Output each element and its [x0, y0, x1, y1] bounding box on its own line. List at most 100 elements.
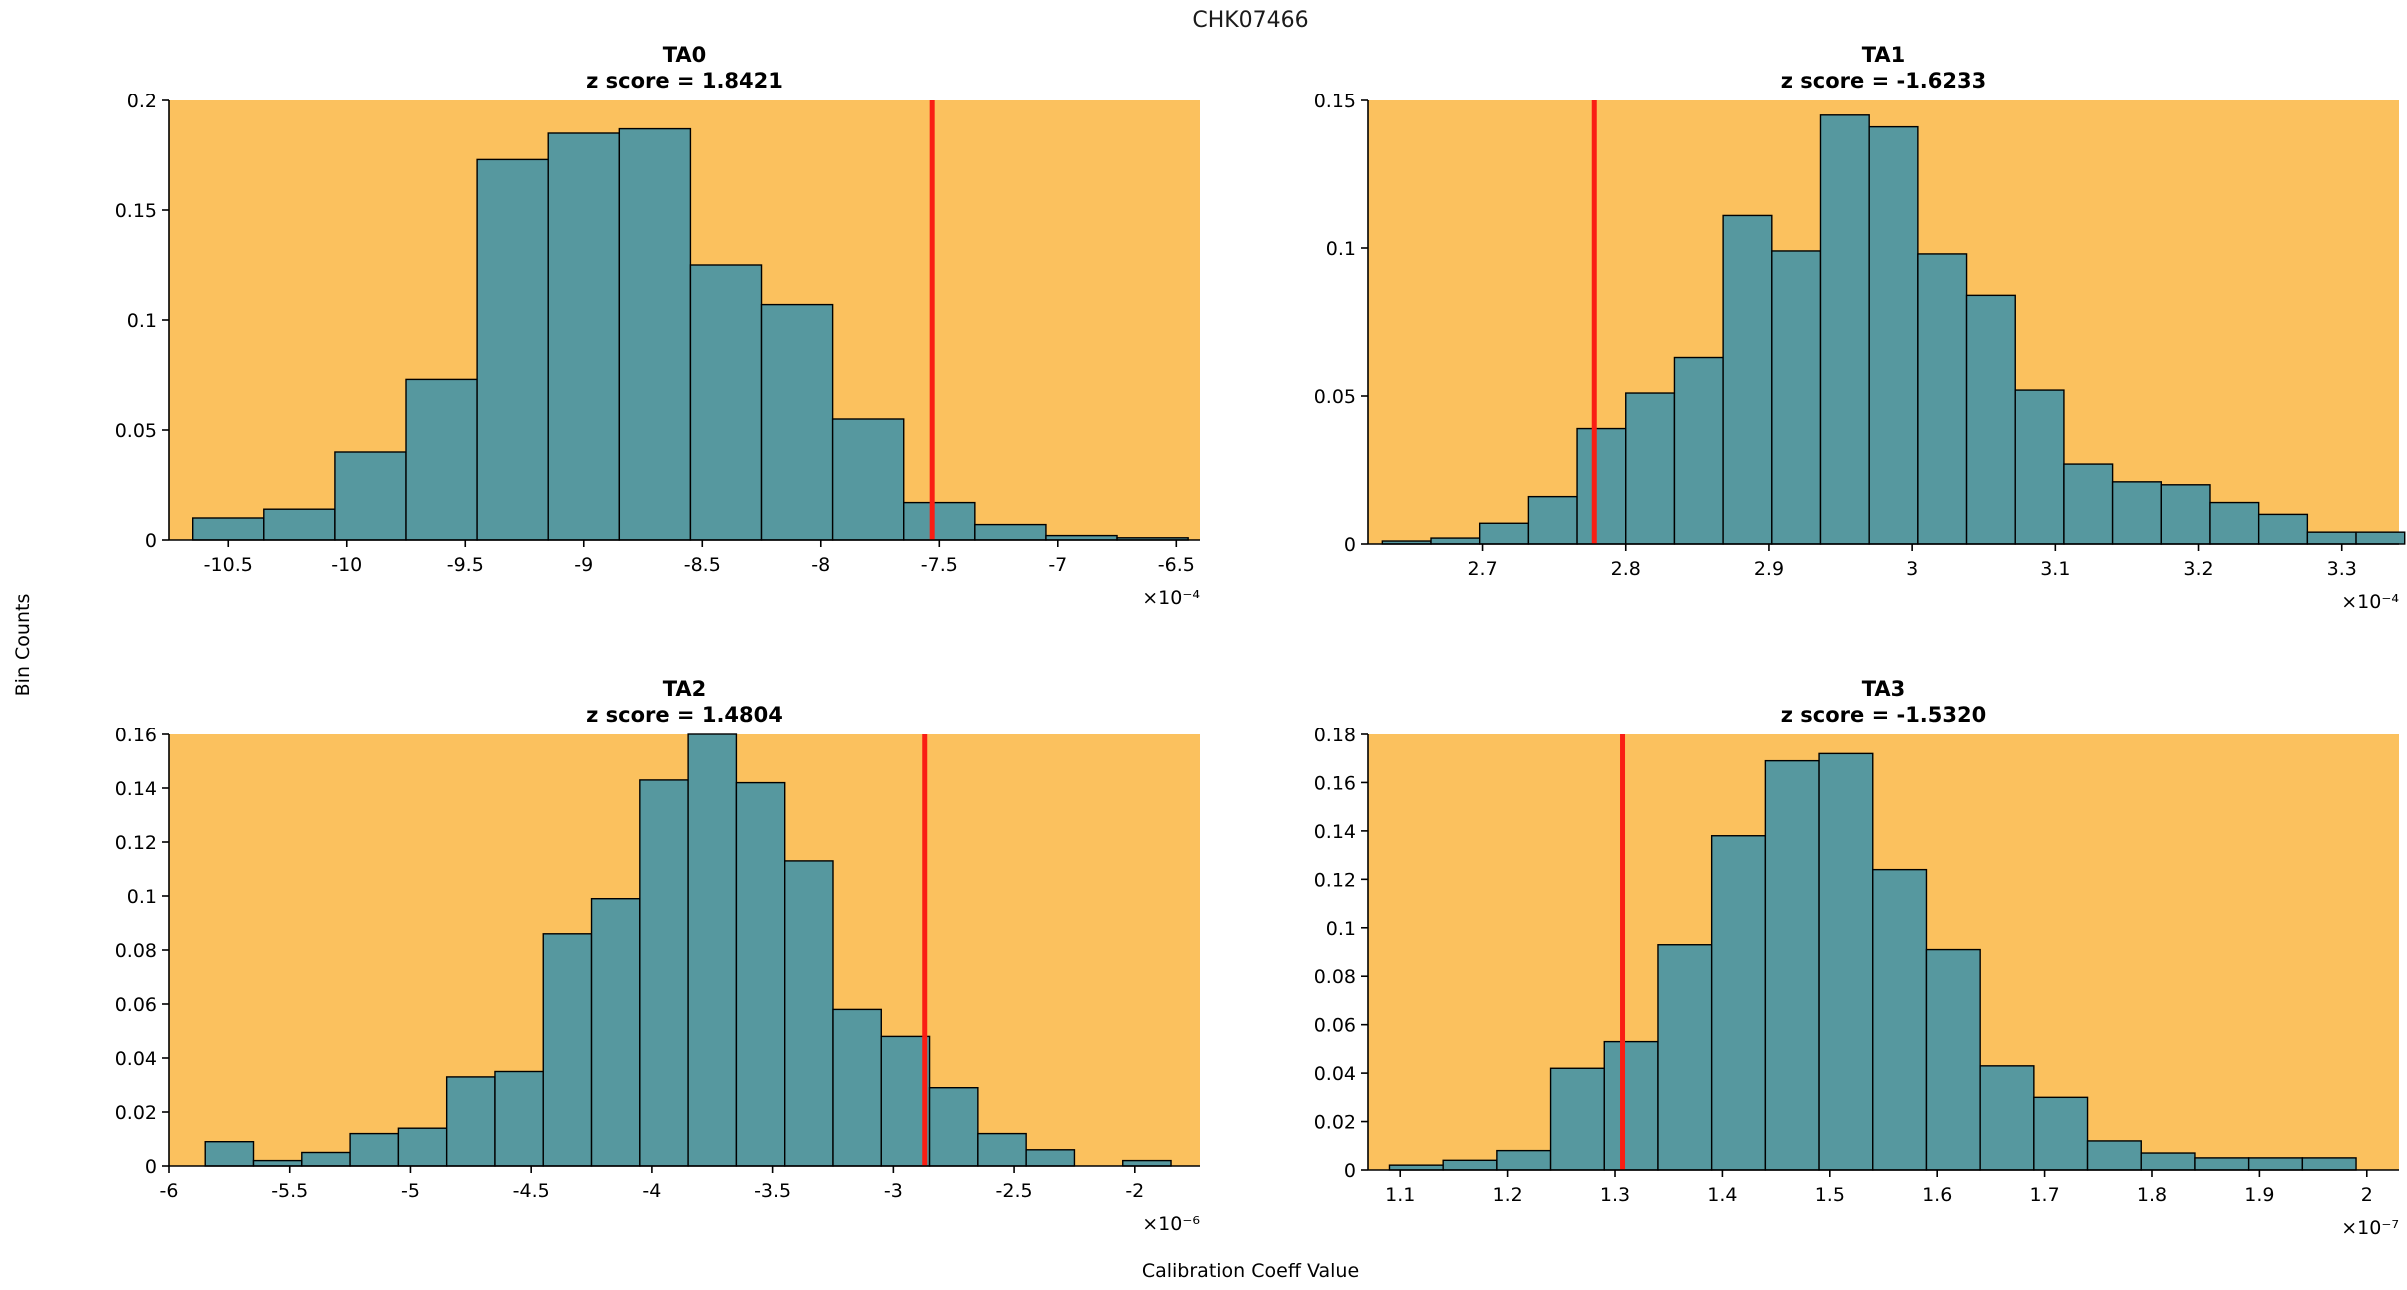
y-tick-label: 0.14: [115, 778, 157, 800]
histogram-bar: [204, 1141, 255, 1167]
y-tick-label: 0.08: [115, 940, 157, 962]
y-tick-label: 0.06: [1314, 1015, 1356, 1037]
x-tick-label: -3: [884, 1180, 903, 1202]
histogram-bar: [2063, 463, 2114, 545]
x-tick-label: -2: [1125, 1180, 1144, 1202]
histogram-bar: [2306, 531, 2357, 545]
histogram-bar: [1430, 537, 1481, 545]
subplot-grid: TA0 z score = 1.8421 -10.5 -10 -9.5 -9 -8.5-…: [94, 42, 2407, 1258]
histogram-plot-ta0: -10.5 -10 -9.5 -9 -8.5 -8 -7.5 -7 -6.5 0 0.05 0.1 0.…: [94, 90, 1208, 640]
y-tick-label: 0: [1344, 1160, 1356, 1182]
subplot-ta2: TA2 z score = 1.4804 -6 -5.5 -5 -4.5 -4 -3.5-…: [94, 676, 1208, 1266]
histogram-bar: [1872, 868, 1928, 1171]
histogram-bar: [1819, 114, 1870, 545]
y-tick-label: 0.15: [1314, 94, 1356, 112]
y-tick-label: 0.12: [115, 832, 157, 854]
histogram-bar: [977, 1132, 1027, 1167]
y-tick-label: 0.12: [1314, 869, 1356, 891]
histogram-plot-ta1: 2.7 2.8 2.9 3 3.1 3.2 3.3 0 0.05 0.1 0.15 ×10⁻⁴: [1293, 90, 2407, 640]
histogram-bar: [590, 897, 641, 1167]
y-tick-label: 0.16: [1314, 772, 1356, 794]
x-tick-label: -10: [331, 554, 362, 576]
histogram-bar: [2086, 1140, 2142, 1171]
histogram-bar: [618, 127, 692, 541]
x-tick-label: -5.5: [271, 1180, 308, 1202]
x-tick-label: 1.6: [1922, 1184, 1952, 1206]
x-tick-label: 1.4: [1707, 1184, 1737, 1206]
histogram-bar: [1122, 1159, 1172, 1167]
y-tick-label: 0.1: [1326, 918, 1356, 940]
histogram-bar: [832, 1008, 882, 1167]
histogram-bar: [1496, 1149, 1552, 1171]
histogram-bar: [2257, 513, 2309, 545]
histogram-bar: [1764, 759, 1820, 1171]
x-axis-offset-label: ×10⁻⁴: [2341, 591, 2399, 613]
x-tick-label: -7.5: [921, 554, 958, 576]
y-tick-label: 0: [145, 530, 157, 552]
histogram-bar: [1771, 250, 1822, 545]
x-tick-label: 1.5: [1815, 1184, 1845, 1206]
y-tick-label: 0.2: [127, 94, 157, 112]
x-axis-label: Calibration Coeff Value: [1141, 1260, 1360, 1282]
histogram-bar: [1603, 1040, 1659, 1171]
x-tick-label: 1.8: [2137, 1184, 2167, 1206]
histogram-bar: [349, 1132, 400, 1167]
histogram-bar: [2355, 531, 2406, 545]
y-tick-label: 0.04: [1314, 1063, 1356, 1085]
histogram-bar: [1625, 392, 1676, 545]
x-tick-label: -6.5: [1158, 554, 1195, 576]
histogram-bar: [1025, 1149, 1076, 1167]
histogram-bar: [2014, 389, 2065, 545]
histogram-bar: [880, 1035, 931, 1167]
histogram-bar: [1710, 835, 1767, 1171]
x-tick-label: -2.5: [996, 1180, 1033, 1202]
x-axis-offset-label: ×10⁻⁶: [1142, 1213, 1200, 1235]
histogram-bar: [263, 508, 336, 541]
subplot-zscore-ta0: z score = 1.8421: [586, 69, 783, 93]
y-tick-label: 0.05: [1314, 386, 1356, 408]
y-tick-label: 0.1: [1326, 238, 1356, 260]
subplot-ta3: TA3 z score = -1.5320 1.1 1.2 1.3 1.4 1.5 1.6…: [1293, 676, 2407, 1266]
histogram-bar: [974, 523, 1047, 541]
subplot-title-ta0: TA0: [662, 43, 707, 67]
subplot-title-ta3: TA3: [1861, 677, 1906, 701]
histogram-bar: [1818, 752, 1874, 1171]
y-axis-label: Bin Counts: [12, 593, 34, 697]
x-tick-label: -6: [160, 1180, 179, 1202]
x-axis-offset-label: ×10⁻⁴: [1142, 587, 1200, 609]
histogram-bar: [1917, 253, 1968, 545]
x-tick-label: -8.5: [684, 554, 721, 576]
x-tick-label: 1.3: [1600, 1184, 1630, 1206]
y-tick-label: 0.1: [127, 310, 157, 332]
histogram-bar: [542, 933, 593, 1167]
histogram-bar: [639, 779, 689, 1167]
y-tick-label: 0.18: [1314, 728, 1356, 746]
histogram-bar: [397, 1127, 448, 1167]
histogram-bar: [405, 378, 478, 541]
histogram-bar: [831, 418, 905, 541]
histogram-bar: [301, 1151, 351, 1167]
histogram-bar: [735, 781, 786, 1167]
y-tick-label: 0.16: [115, 728, 157, 746]
x-tick-label: -7: [1048, 554, 1067, 576]
subplot-zscore-ta2: z score = 1.4804: [586, 703, 783, 727]
subplot-title-ta2: TA2: [662, 677, 707, 701]
histogram-bar: [191, 517, 265, 541]
histogram-bar: [2247, 1157, 2304, 1171]
y-tick-label: 0.02: [1314, 1112, 1356, 1134]
y-tick-label: 0.14: [1314, 821, 1356, 843]
histogram-bar: [334, 451, 407, 541]
histogram-bar: [547, 132, 621, 541]
histogram-bar: [2160, 484, 2211, 545]
histogram-bar: [687, 733, 738, 1167]
x-tick-label: -9.5: [447, 554, 484, 576]
histogram-bar: [252, 1159, 303, 1167]
subplot-zscore-ta3: z score = -1.5320: [1780, 703, 1987, 727]
main-title: CHK07466: [1192, 8, 1309, 33]
y-tick-label: 0.15: [115, 200, 157, 222]
x-tick-label: 2: [2361, 1184, 2373, 1206]
histogram-bar: [1576, 427, 1627, 545]
x-tick-label: -10.5: [204, 554, 253, 576]
histogram-bar: [1442, 1159, 1498, 1171]
histogram-plot-ta3: 1.1 1.2 1.3 1.4 1.5 1.6 1.7 1.8 1.9 2 0 0.02 0.04 0.0…: [1293, 724, 2407, 1266]
